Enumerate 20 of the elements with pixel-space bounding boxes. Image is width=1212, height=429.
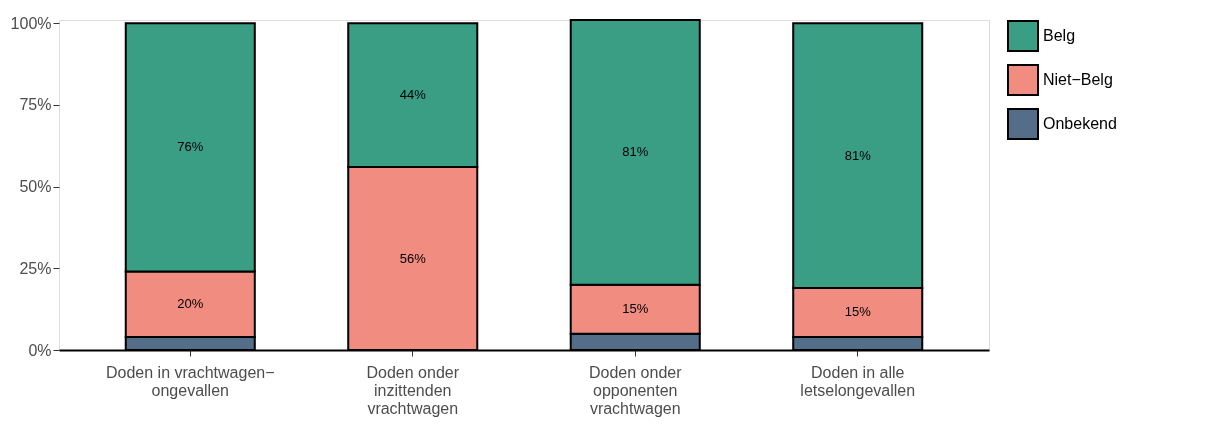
data-label: 81% (844, 147, 872, 163)
y-tick-label: 25% (19, 259, 52, 277)
legend-label: Belg (1043, 27, 1076, 44)
data-label: 20% (177, 296, 204, 312)
y-tick-label: 75% (19, 96, 52, 114)
y-tick-label: 0% (28, 341, 52, 359)
data-label: 76% (177, 139, 204, 155)
data-label: 15% (622, 301, 649, 317)
data-label: 81% (622, 144, 649, 160)
data-label: 56% (399, 250, 427, 266)
data-label: 15% (844, 304, 872, 320)
legend-label: Onbekend (1043, 115, 1117, 132)
x-tick-label: Doden onder inzittenden vrachtwagen (366, 363, 460, 417)
x-tick-label: Doden onder opponenten vrachtwagen (588, 363, 683, 417)
x-tick-label: Doden in vrachtwagen− ongevallen (105, 363, 275, 399)
y-tick-label: 50% (19, 178, 52, 196)
x-tick-label: Doden in alle letselongevallen (800, 363, 916, 399)
data-label: 44% (399, 87, 427, 103)
y-tick-label: 100% (10, 14, 52, 32)
legend-label: Niet−Belg (1043, 71, 1113, 88)
